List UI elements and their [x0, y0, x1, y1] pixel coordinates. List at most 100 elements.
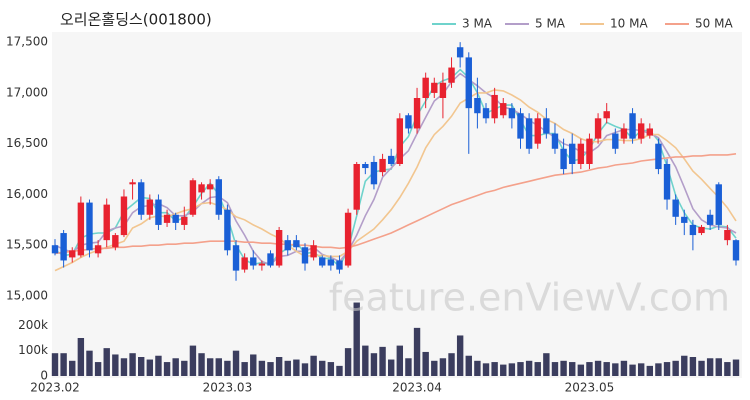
candle-body: [155, 199, 162, 225]
candle-body: [672, 199, 679, 217]
volume-bar: [250, 354, 257, 376]
y-tick-label: 17,000: [6, 85, 48, 99]
candle-body: [112, 235, 119, 248]
volume-bar: [284, 360, 291, 376]
candle-body: [336, 260, 343, 270]
volume-bar: [181, 360, 188, 376]
volume-bar: [724, 362, 731, 376]
volume-bar: [681, 355, 688, 376]
volume-bar: [413, 327, 421, 376]
volume-bar: [77, 338, 85, 376]
volume-bar: [465, 355, 472, 376]
candle-body: [594, 118, 602, 139]
candle-body: [715, 184, 722, 225]
candle-body: [732, 240, 740, 261]
volume-bar: [310, 355, 317, 376]
volume-bar: [594, 360, 602, 376]
y-tick-label: 15,500: [6, 238, 48, 252]
volume-bar: [500, 364, 507, 376]
candle-body: [517, 113, 524, 139]
candle-body: [491, 94, 498, 119]
candle-body: [310, 245, 317, 258]
candle-body: [612, 133, 619, 149]
volume-bar: [431, 360, 438, 376]
volume-bar: [569, 362, 576, 376]
x-tick-label: 2023.04: [392, 381, 442, 395]
volume-bar: [508, 363, 516, 376]
x-tick-label: 2023.03: [203, 381, 253, 395]
chart-title: 오리온홀딩스(001800): [60, 11, 212, 29]
volume-bar: [293, 359, 300, 376]
candle-body: [474, 98, 481, 114]
candle-body: [267, 253, 274, 266]
candle-body: [577, 143, 585, 164]
candle-body: [181, 216, 188, 225]
volume-bar: [525, 360, 533, 376]
candle-body: [586, 138, 593, 164]
candle-body: [569, 143, 576, 164]
candle-body: [681, 216, 688, 223]
candle-body: [448, 67, 455, 83]
candle-body: [560, 148, 567, 170]
candle-body: [250, 257, 257, 266]
volume-bar: [120, 358, 128, 376]
volume-bar: [448, 353, 455, 376]
candle-body: [689, 224, 697, 236]
candle-body: [224, 209, 231, 251]
volume-bar: [206, 358, 214, 376]
volume-bar: [422, 351, 429, 376]
candle-body: [258, 263, 266, 266]
y-tick-label: 16,500: [6, 136, 48, 150]
plot-background: [52, 32, 742, 378]
volume-bar: [517, 362, 524, 376]
candle-body: [508, 108, 516, 119]
volume-bar: [629, 364, 636, 376]
volume-bar: [146, 359, 154, 376]
candle-body: [663, 164, 671, 200]
candle-body: [103, 204, 110, 241]
volume-bar: [396, 345, 404, 376]
volume-bar: [86, 350, 93, 376]
candle-body: [241, 257, 248, 270]
candle-body: [405, 115, 412, 129]
candle-body: [344, 212, 352, 266]
legend-label: 10 MA: [610, 17, 648, 31]
y-tick-label: 16,000: [6, 187, 48, 201]
volume-bar: [327, 362, 335, 376]
volume-bar: [551, 362, 559, 376]
volume-bar: [732, 359, 740, 376]
volume-bar: [612, 363, 619, 376]
volume-bar: [189, 345, 197, 376]
candle-body: [69, 250, 76, 258]
candle-body: [275, 230, 283, 266]
volume-bar: [491, 362, 498, 376]
volume-bar: [534, 362, 541, 376]
volume-bar: [155, 355, 162, 376]
y-tick-label: 200k: [18, 318, 48, 332]
volume-bar: [456, 335, 464, 376]
volume-bar: [94, 362, 102, 376]
candle-body: [646, 128, 653, 136]
volume-bar: [215, 358, 222, 376]
plot: [51, 42, 740, 376]
x-tick-label: 2023.02: [30, 381, 80, 395]
legend-label: 50 MA: [695, 17, 733, 31]
candle-body: [327, 259, 335, 266]
volume-bar: [103, 348, 110, 376]
candle-body: [706, 214, 714, 225]
candle-body: [413, 98, 421, 129]
candle-body: [189, 180, 197, 215]
volume-bar: [586, 362, 593, 376]
candle-body: [655, 143, 662, 170]
legend-label: 5 MA: [535, 17, 566, 31]
x-tick-label: 2023.05: [565, 381, 615, 395]
candle-body: [172, 214, 179, 223]
volume-bar: [267, 362, 274, 376]
candle-body: [698, 226, 705, 234]
volume-bar: [138, 357, 145, 376]
candle-body: [456, 47, 464, 58]
volume-bar: [405, 358, 412, 376]
volume-bar: [232, 350, 240, 376]
volume-bar: [379, 346, 386, 376]
